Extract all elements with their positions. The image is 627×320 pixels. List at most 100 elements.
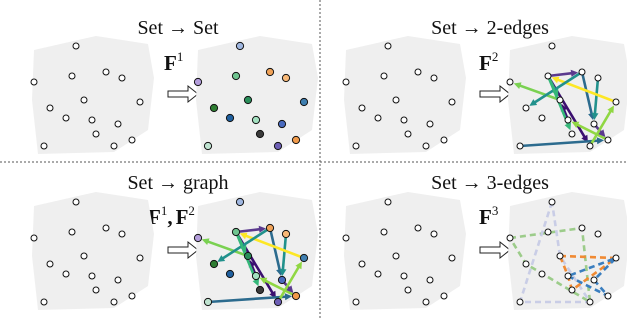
set-node bbox=[80, 96, 88, 104]
colored-node bbox=[225, 269, 235, 279]
colored-node bbox=[225, 113, 235, 123]
edge-arrowhead-6 bbox=[201, 238, 210, 246]
colored-node bbox=[235, 41, 245, 51]
input-point-set bbox=[342, 192, 466, 310]
set-node bbox=[62, 114, 70, 122]
set-node bbox=[564, 272, 572, 280]
panel-title: Set → 3-edges bbox=[431, 172, 549, 194]
colored-node bbox=[277, 119, 287, 129]
set-node bbox=[30, 78, 38, 86]
set-region bbox=[196, 192, 318, 310]
set-node bbox=[40, 298, 48, 306]
input-point-set bbox=[30, 192, 154, 310]
set-node bbox=[404, 286, 412, 294]
colored-node bbox=[209, 259, 219, 269]
set-region bbox=[508, 36, 627, 154]
set-node bbox=[414, 68, 422, 76]
colored-node bbox=[243, 95, 253, 105]
colored-node bbox=[299, 97, 309, 107]
colored-node bbox=[255, 129, 265, 139]
set-node bbox=[516, 142, 524, 150]
colored-node bbox=[193, 233, 203, 243]
panel-title: Set → Set bbox=[137, 17, 219, 39]
colored-node bbox=[235, 197, 245, 207]
set-node bbox=[118, 74, 126, 82]
directed-edge-11 bbox=[532, 70, 584, 105]
set-node bbox=[380, 72, 388, 80]
set-node bbox=[110, 298, 118, 306]
set-node bbox=[594, 74, 602, 82]
colored-node bbox=[251, 271, 261, 281]
edge-arrowhead-13 bbox=[607, 105, 614, 114]
set-node bbox=[342, 78, 350, 86]
colored-node bbox=[299, 253, 309, 263]
colored-node bbox=[273, 141, 283, 151]
set-node bbox=[46, 104, 54, 112]
set-node bbox=[568, 286, 576, 294]
set-node bbox=[578, 224, 586, 232]
set-node bbox=[128, 136, 136, 144]
set-node bbox=[384, 198, 392, 206]
colored-node bbox=[243, 251, 253, 261]
edge-arrowhead-12 bbox=[252, 278, 260, 287]
panel-set-to-set: Set → Set F1 bbox=[30, 17, 318, 154]
input-point-set bbox=[30, 36, 154, 154]
directed-edge-13 bbox=[276, 264, 301, 304]
set-node bbox=[414, 224, 422, 232]
set-node bbox=[72, 42, 80, 50]
set-node bbox=[506, 234, 514, 242]
colored-node bbox=[291, 135, 301, 145]
edge-arrowhead-7 bbox=[551, 76, 560, 84]
set-node bbox=[114, 120, 122, 128]
set-region bbox=[32, 192, 154, 310]
set-node bbox=[30, 234, 38, 242]
edge-arrowhead-11 bbox=[217, 255, 226, 262]
set-node bbox=[68, 228, 76, 236]
set-node bbox=[40, 142, 48, 150]
set-node bbox=[102, 68, 110, 76]
set-node bbox=[128, 292, 136, 300]
directed-edge-13 bbox=[588, 108, 613, 148]
set-node bbox=[342, 234, 350, 242]
set-node bbox=[88, 116, 96, 124]
directed-edge-2 bbox=[580, 70, 594, 117]
set-region bbox=[344, 36, 466, 154]
transform-arrow-icon bbox=[167, 84, 199, 104]
set-node bbox=[538, 114, 546, 122]
set-node bbox=[46, 260, 54, 268]
directed-edge-6 bbox=[205, 239, 250, 258]
directed-edge-10 bbox=[206, 295, 289, 304]
set-node bbox=[426, 120, 434, 128]
set-node bbox=[440, 292, 448, 300]
set-node bbox=[604, 292, 612, 300]
set-region bbox=[32, 36, 154, 154]
set-node bbox=[578, 68, 586, 76]
directed-edge-1 bbox=[234, 227, 263, 234]
transform-arrow-icon bbox=[479, 84, 511, 104]
set-node bbox=[68, 72, 76, 80]
edge-arrowhead-10 bbox=[596, 137, 605, 145]
colored-node bbox=[231, 227, 241, 237]
input-point-set bbox=[342, 36, 466, 154]
colored-node bbox=[203, 297, 213, 307]
panel-set-to-2-edges: Set → 2-edges F2 bbox=[342, 17, 627, 154]
set-node bbox=[590, 120, 598, 128]
set-region bbox=[344, 192, 466, 310]
operator-label: F3 bbox=[479, 203, 498, 229]
set-node bbox=[612, 98, 620, 106]
set-node bbox=[392, 96, 400, 104]
transform-arrow-icon bbox=[167, 240, 199, 260]
directed-edge-2 bbox=[268, 226, 282, 273]
hyperedge-0 bbox=[508, 226, 592, 304]
transform-arrow bbox=[479, 240, 511, 260]
set-node bbox=[522, 104, 530, 112]
panel-title: Set → graph bbox=[127, 172, 228, 194]
set-node bbox=[384, 42, 392, 50]
set-node bbox=[564, 116, 572, 124]
set-node bbox=[72, 198, 80, 206]
directed-edge-5 bbox=[574, 122, 610, 142]
directed-edge-3 bbox=[593, 76, 600, 117]
colored-node bbox=[209, 103, 219, 113]
set-node bbox=[404, 130, 412, 138]
set-node bbox=[88, 272, 96, 280]
